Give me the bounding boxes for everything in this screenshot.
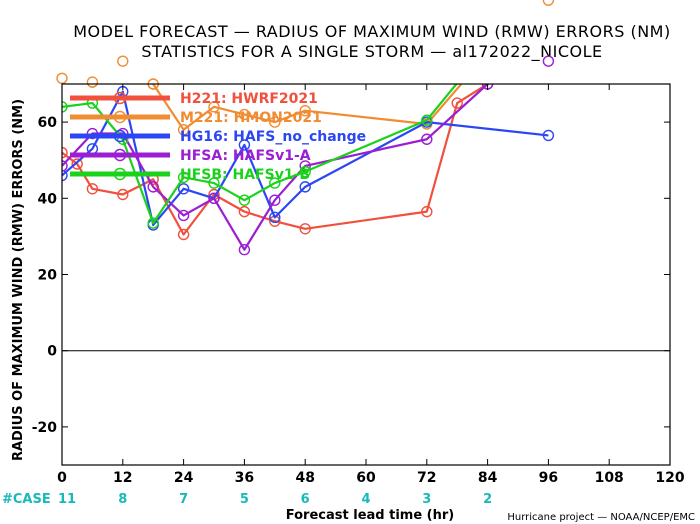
case-count-value: 6 <box>301 492 310 507</box>
x-tick-label: 36 <box>235 470 254 486</box>
data-point <box>208 177 220 189</box>
y-tick-label: 40 <box>38 191 58 207</box>
credit-text: Hurricane project — NOAA/NCEP/EMC <box>507 512 695 523</box>
x-tick-label: 120 <box>655 470 684 486</box>
legend-label: M221: HMON2021 <box>180 110 322 126</box>
data-point <box>421 114 433 126</box>
data-point <box>177 171 190 184</box>
offscale-point <box>86 76 99 88</box>
case-count-value: 8 <box>118 492 127 507</box>
data-point <box>208 192 220 205</box>
x-tick-label: 60 <box>356 470 376 486</box>
case-count-value: 4 <box>361 492 370 507</box>
x-tick-label: 96 <box>539 470 558 486</box>
x-tick-label: 0 <box>57 470 67 486</box>
data-point <box>62 146 68 159</box>
offscale-point <box>117 55 129 67</box>
data-point <box>238 139 251 151</box>
legend-label: H221: HWRF2021 <box>180 91 318 107</box>
case-count-value: 5 <box>240 492 249 507</box>
y-tick-label: 0 <box>47 344 57 360</box>
x-tick-label: 48 <box>295 470 314 486</box>
data-point <box>177 209 190 222</box>
legend-label: HFSB: HAFSv1-B <box>180 167 310 183</box>
data-point <box>421 205 433 218</box>
offscale-point <box>542 0 555 6</box>
case-counts: #CASE 11 8 7 5 6 4 3 2 <box>2 492 492 507</box>
case-count-value: 11 <box>58 492 76 507</box>
data-point <box>299 104 311 117</box>
legend-label: HG16: HAFS_no_change <box>180 129 366 145</box>
axis-ticks: 0 12 24 36 48 60 72 84 96 108 120 -20 0 20 40 60 <box>32 84 685 486</box>
data-point <box>62 169 68 182</box>
chart-subtitle: STATISTICS FOR A SINGLE STORM — al172022… <box>141 42 602 62</box>
y-axis-label: RADIUS OF MAXIMUM WIND (RMW) ERRORS (NM) <box>11 99 26 461</box>
data-point <box>238 194 251 206</box>
x-tick-label: 84 <box>478 470 498 486</box>
data-point <box>299 181 311 193</box>
data-point <box>147 181 159 193</box>
data-point <box>238 205 251 218</box>
data-point <box>299 165 311 178</box>
series-line-2 <box>151 84 463 131</box>
data-point <box>269 194 281 206</box>
data-point <box>238 108 251 121</box>
data-point <box>62 160 68 172</box>
x-tick-label: 72 <box>417 470 436 486</box>
legend-swatch-marker <box>113 167 127 181</box>
data-point <box>177 228 190 241</box>
legend-label: HFSA: HAFSv1-A <box>180 148 311 164</box>
data-point <box>71 158 83 170</box>
y-tick-label: 20 <box>38 268 58 284</box>
case-count-value: 2 <box>483 492 492 507</box>
data-point <box>117 188 129 201</box>
data-point <box>269 177 281 189</box>
legend-swatch-marker <box>113 129 127 143</box>
series-line-5 <box>62 84 458 225</box>
x-tick-label: 12 <box>113 470 132 486</box>
data-point <box>86 183 99 195</box>
data-point <box>208 101 220 113</box>
x-tick-label: 108 <box>595 470 624 486</box>
chart-title: MODEL FORECAST — RADIUS OF MAXIMUM WIND … <box>73 22 670 41</box>
data-point <box>299 223 311 235</box>
data-point <box>62 101 68 113</box>
y-tick-label: 60 <box>38 115 58 131</box>
data-point <box>147 217 159 229</box>
offscale-point <box>56 72 68 84</box>
data-point <box>269 116 281 128</box>
legend: H221: HWRF2021 M221: HMON2021 HG16: HAFS_n… <box>70 91 366 183</box>
x-axis-label: Forecast lead time (hr) <box>286 508 454 523</box>
y-tick-label: -20 <box>32 420 58 436</box>
case-count-label: #CASE <box>2 492 51 507</box>
data-point <box>177 124 190 136</box>
plot-area <box>62 84 670 465</box>
data-point <box>177 183 190 195</box>
legend-swatch-marker <box>113 148 127 162</box>
x-tick-label: 24 <box>174 470 194 486</box>
offscale-markers <box>56 0 555 90</box>
data-point <box>269 211 281 224</box>
data-point <box>542 129 555 142</box>
data-point <box>421 133 433 145</box>
legend-swatch-marker <box>113 110 127 124</box>
legend-swatch-marker <box>113 91 127 105</box>
case-count-value: 7 <box>179 492 188 507</box>
case-count-value: 3 <box>422 492 431 507</box>
offscale-point <box>542 55 555 67</box>
data-point <box>238 244 251 256</box>
data-point <box>451 97 463 109</box>
